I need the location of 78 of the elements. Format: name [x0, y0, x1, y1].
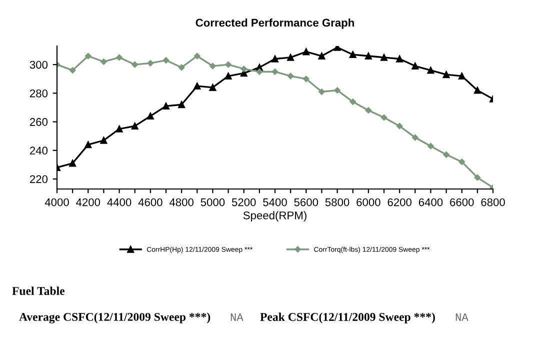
text: Fuel Table	[12, 286, 65, 295]
point	[132, 61, 138, 68]
x-tick-label: 5200	[232, 198, 256, 206]
point	[380, 114, 388, 121]
point	[287, 54, 294, 61]
point	[272, 68, 278, 75]
y-tick-label: 240	[30, 146, 48, 155]
x-tick-label: 6200	[388, 198, 412, 206]
text: Average CSFC(12/11/2009 Sweep ***)	[19, 312, 210, 324]
x-axis-title: Speed(RPM)	[243, 211, 306, 222]
y-tick-label: 260	[30, 118, 48, 126]
point	[412, 62, 419, 70]
point	[178, 101, 186, 108]
point	[364, 52, 372, 60]
x-tick-label: 6000	[356, 198, 380, 206]
point	[272, 55, 278, 62]
text: Peak CSFC(12/11/2009 Sweep ***)	[260, 312, 435, 324]
point	[396, 55, 404, 62]
y-tick-label: 300	[30, 60, 48, 69]
point	[474, 174, 481, 181]
point	[210, 62, 216, 70]
point	[428, 142, 434, 150]
point	[116, 125, 123, 132]
point	[396, 122, 403, 130]
point	[318, 88, 325, 95]
x-tick-label: 6400	[418, 198, 443, 206]
point	[380, 54, 388, 61]
point	[442, 71, 450, 78]
point	[365, 107, 372, 114]
y-tick-label: 280	[30, 89, 48, 98]
y-tick-label: 220	[30, 175, 48, 184]
point	[474, 86, 481, 94]
point	[162, 57, 170, 64]
point	[458, 158, 466, 165]
point	[147, 60, 154, 66]
text: NA	[230, 314, 244, 321]
x-tick-label: 6600	[450, 198, 474, 206]
point	[302, 76, 310, 82]
x-tick-label: 5600	[294, 198, 318, 206]
point	[100, 136, 108, 144]
point	[209, 84, 216, 91]
x-tick-label: 4200	[76, 198, 100, 206]
point	[334, 87, 340, 94]
point	[178, 64, 185, 71]
point	[146, 112, 154, 120]
point	[194, 82, 201, 90]
point	[412, 134, 418, 141]
point	[302, 48, 310, 56]
point	[194, 52, 200, 60]
point	[443, 152, 450, 158]
x-tick-label: 4400	[107, 198, 132, 206]
point	[287, 72, 294, 80]
point	[458, 72, 466, 80]
point	[240, 66, 248, 72]
point	[225, 61, 232, 68]
point	[69, 67, 76, 74]
x-tick-label: 4000	[44, 198, 69, 206]
point	[116, 54, 122, 61]
point	[256, 68, 263, 75]
point	[318, 52, 326, 60]
point	[131, 122, 138, 130]
chart-title: Corrected Performance Graph	[196, 18, 354, 29]
x-tick-label: 5000	[200, 198, 225, 206]
point	[224, 72, 232, 80]
point	[349, 51, 356, 58]
point	[84, 141, 92, 148]
point	[162, 102, 170, 110]
point	[69, 160, 76, 167]
x-tick-label: 4600	[138, 198, 162, 206]
x-tick-label: 5800	[325, 198, 350, 206]
point	[350, 98, 356, 105]
text: NA	[456, 314, 468, 321]
x-tick-label: 5400	[263, 198, 287, 206]
x-tick-label: 4800	[169, 198, 194, 206]
x-tick-label: 6800	[481, 198, 505, 206]
point	[84, 52, 92, 60]
point	[427, 66, 434, 74]
point	[100, 58, 107, 65]
